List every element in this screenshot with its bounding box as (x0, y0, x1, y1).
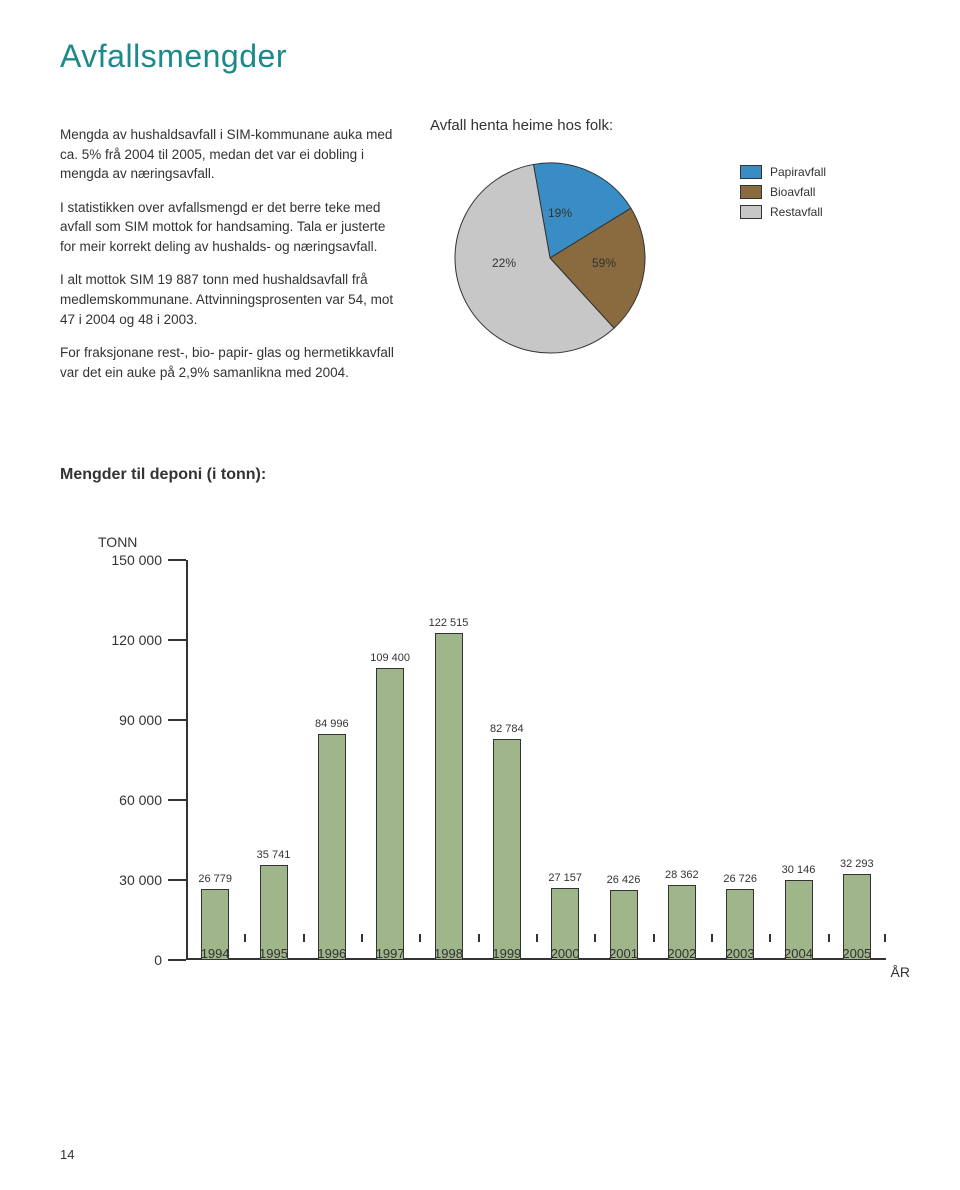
legend-item-1: Bioavfall (740, 185, 880, 199)
bar-slot: 109 400 (376, 668, 404, 960)
x-tick-mark (186, 934, 188, 942)
x-label: 2005 (842, 946, 871, 961)
y-tick-mark (168, 559, 186, 561)
x-label: 1994 (201, 946, 230, 961)
y-tick-label: 120 000 (70, 632, 162, 648)
x-label: 1998 (434, 946, 463, 961)
x-tick-mark (478, 934, 480, 942)
bar-value-label: 26 426 (607, 874, 641, 886)
legend-swatch-0 (740, 165, 762, 179)
bar-rect (435, 633, 463, 960)
page-number: 14 (60, 1147, 74, 1162)
bar-value-label: 26 779 (198, 873, 232, 885)
x-tick-mark (828, 934, 830, 942)
legend-label-1: Bioavfall (770, 185, 815, 199)
bar-value-label: 35 741 (257, 849, 291, 861)
pie-column: Avfall henta heime hos folk: 19% 22% 59% (430, 125, 710, 396)
para-1: Mengda av hushaldsavfall i SIM-kommunane… (60, 125, 400, 184)
para-3: I alt mottok SIM 19 887 tonn med hushald… (60, 270, 400, 329)
x-label: 1996 (317, 946, 346, 961)
legend-swatch-2 (740, 205, 762, 219)
top-section: Mengda av hushaldsavfall i SIM-kommunane… (60, 125, 900, 396)
bar-value-label: 30 146 (782, 864, 816, 876)
bar-slot: 82 784 (493, 739, 521, 960)
bar-value-label: 28 362 (665, 869, 699, 881)
legend-label-2: Restavfall (770, 205, 823, 219)
x-tick-mark (536, 934, 538, 942)
x-tick-mark (594, 934, 596, 942)
x-label: 1999 (492, 946, 521, 961)
pie-legend: Papiravfall Bioavfall Restavfall (740, 125, 880, 396)
y-tick-mark (168, 959, 186, 961)
legend-swatch-1 (740, 185, 762, 199)
bars-container: 26 779 35 741 84 996 109 400 122 515 82 784 27… (186, 560, 886, 960)
x-label: 1997 (376, 946, 405, 961)
x-tick-mark (653, 934, 655, 942)
bar-value-label: 26 726 (723, 873, 757, 885)
x-axis-label: ÅR (891, 964, 910, 980)
bar-value-label: 84 996 (315, 718, 349, 730)
y-tick-mark (168, 879, 186, 881)
x-tick-mark (769, 934, 771, 942)
x-tick-mark (711, 934, 713, 942)
x-labels: 1994199519961997199819992000200120022003… (186, 964, 886, 990)
bar-value-label: 32 293 (840, 858, 874, 870)
bar-value-label: 122 515 (429, 617, 469, 629)
x-tick-mark (419, 934, 421, 942)
bar-slot: 84 996 (318, 734, 346, 961)
pie-label-1: 22% (492, 256, 516, 270)
legend-item-0: Papiravfall (740, 165, 880, 179)
y-axis-label: TONN (98, 534, 900, 550)
bar-value-label: 82 784 (490, 723, 524, 735)
x-label: 2001 (609, 946, 638, 961)
para-4: For fraksjonane rest-, bio- papir- glas … (60, 343, 400, 382)
y-tick-label: 150 000 (70, 552, 162, 568)
legend-label-0: Papiravfall (770, 165, 826, 179)
pie-label-2: 59% (592, 256, 616, 270)
y-tick-label: 90 000 (70, 712, 162, 728)
para-2: I statistikken over avfallsmengd er det … (60, 198, 400, 257)
x-label: 2003 (726, 946, 755, 961)
bar-rect (376, 668, 404, 960)
x-label: 1995 (259, 946, 288, 961)
pie-chart: 19% 22% 59% (440, 148, 660, 368)
page-title: Avfallsmengder (60, 38, 900, 75)
x-tick-mark (244, 934, 246, 942)
y-tick-mark (168, 639, 186, 641)
bar-rect (493, 739, 521, 960)
y-tick-mark (168, 799, 186, 801)
x-label: 2002 (667, 946, 696, 961)
x-label: 2000 (551, 946, 580, 961)
y-tick-label: 60 000 (70, 792, 162, 808)
y-tick-label: 0 (70, 952, 162, 968)
body-text: Mengda av hushaldsavfall i SIM-kommunane… (60, 125, 400, 396)
x-tick-mark (884, 934, 886, 942)
x-tick-mark (303, 934, 305, 942)
legend-item-2: Restavfall (740, 205, 880, 219)
bar-rect (318, 734, 346, 961)
bar-value-label: 109 400 (370, 652, 410, 664)
x-tick-mark (361, 934, 363, 942)
y-tick-label: 30 000 (70, 872, 162, 888)
bar-section: Mengder til deponi (i tonn): TONN 26 779… (60, 466, 900, 990)
pie-title: Avfall henta heime hos folk: (430, 117, 710, 134)
bar-value-label: 27 157 (548, 872, 582, 884)
x-label: 2004 (784, 946, 813, 961)
bar-slot: 122 515 (435, 633, 463, 960)
pie-label-0: 19% (548, 206, 572, 220)
bar-title: Mengder til deponi (i tonn): (60, 466, 900, 484)
bar-chart: 26 779 35 741 84 996 109 400 122 515 82 784 27… (70, 560, 880, 990)
y-tick-mark (168, 719, 186, 721)
